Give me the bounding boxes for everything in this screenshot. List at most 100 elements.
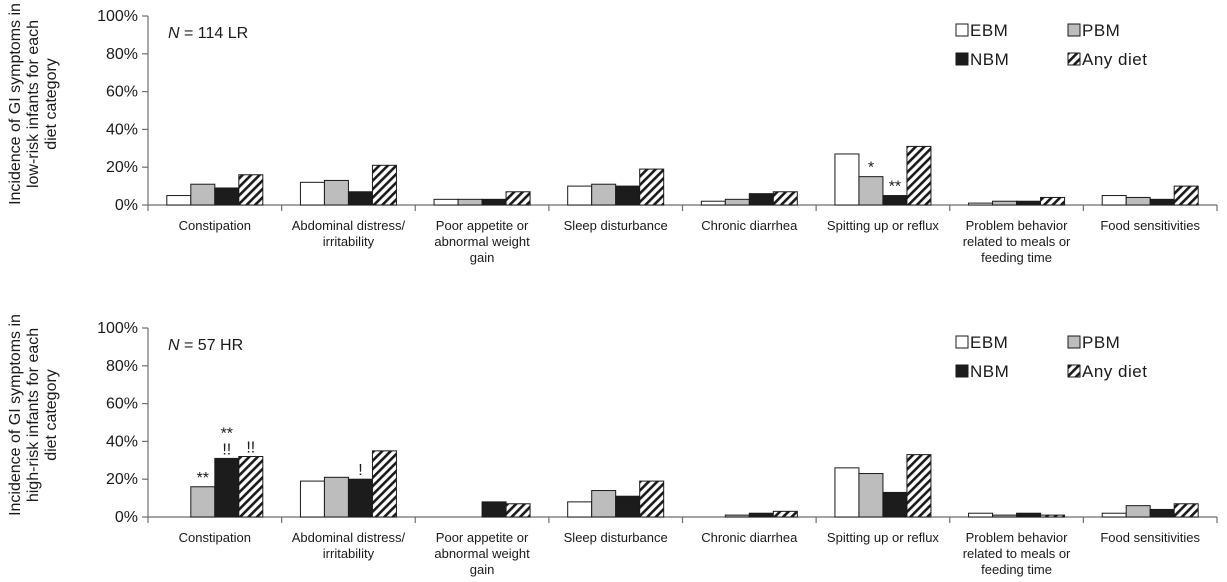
x-category-label-line: Problem behavior bbox=[966, 530, 1069, 545]
x-category-label-line: Sleep disturbance bbox=[564, 218, 668, 233]
bar-ebm bbox=[834, 153, 860, 206]
bar-ebm bbox=[968, 512, 994, 518]
x-category-label-line: Abdominal distress/ bbox=[292, 218, 406, 233]
legend-label: PBM bbox=[1082, 333, 1120, 352]
x-category-label-line: Constipation bbox=[179, 530, 251, 545]
y-tick-label: 20% bbox=[106, 471, 138, 488]
x-category-label: Sleep disturbance bbox=[564, 218, 668, 233]
x-category-label-line: related to meals or bbox=[963, 234, 1071, 249]
x-category-label-line: irritability bbox=[323, 546, 375, 561]
bar-ebm bbox=[166, 195, 192, 206]
sample-size-text: = 57 HR bbox=[184, 337, 243, 354]
significance-mark: !! bbox=[246, 440, 255, 457]
bar-any-diet bbox=[238, 456, 264, 518]
y-tick-label: 100% bbox=[97, 8, 138, 25]
x-category-label: Constipation bbox=[179, 530, 251, 545]
bar-any-diet bbox=[1173, 185, 1199, 206]
y-tick-label: 80% bbox=[106, 46, 138, 63]
chart-panel-2: 0% 20% 40% 60% 80% 100% Incidence of GI sympto… bbox=[7, 314, 1218, 577]
bar-nbm bbox=[882, 491, 908, 518]
legend: EBM PBM NBM Any diet bbox=[955, 333, 1147, 381]
sample-size-symbol: N bbox=[168, 337, 184, 354]
bar-nbm bbox=[748, 512, 774, 518]
bar-nbm bbox=[347, 478, 373, 518]
bar-pbm bbox=[457, 198, 483, 206]
sample-size-annotation: N = 57 HR bbox=[168, 337, 243, 354]
y-tick-label: 0% bbox=[115, 197, 138, 214]
x-category-label: Poor appetite or abnormal weight gain bbox=[434, 530, 530, 577]
y-tick-label: 0% bbox=[115, 509, 138, 526]
significance-mark: * bbox=[868, 160, 874, 177]
bar-any-diet bbox=[1040, 196, 1066, 206]
bar-pbm bbox=[1125, 196, 1151, 206]
x-category-label-line: Spitting up or reflux bbox=[827, 218, 940, 233]
bar-any-diet bbox=[505, 191, 531, 206]
y-axis-title: Incidence of GI symptoms inhigh-risk inf… bbox=[7, 314, 60, 516]
bar-nbm bbox=[882, 195, 908, 206]
legend-label: NBM bbox=[970, 362, 1009, 381]
bar-pbm bbox=[190, 486, 216, 518]
y-axis-title-line: Incidence of GI symptoms in bbox=[7, 3, 24, 205]
x-category-label: Constipation bbox=[179, 218, 251, 233]
legend: EBM PBM NBM Any diet bbox=[955, 21, 1147, 69]
bar-any-diet bbox=[371, 450, 397, 518]
bar-nbm bbox=[347, 191, 373, 206]
bar-any-diet bbox=[772, 510, 798, 518]
bar-pbm bbox=[591, 490, 617, 518]
y-tick-label: 40% bbox=[106, 121, 138, 138]
legend-swatch-pbm bbox=[1067, 23, 1081, 37]
bar-nbm bbox=[1016, 512, 1042, 518]
x-category-label-line: Abdominal distress/ bbox=[292, 530, 406, 545]
bar-any-diet bbox=[906, 454, 932, 518]
x-category-label-line: related to meals or bbox=[963, 546, 1071, 561]
x-category-label-line: Spitting up or reflux bbox=[827, 530, 940, 545]
significance-mark: ! bbox=[358, 462, 362, 479]
bar-any-diet bbox=[371, 164, 397, 206]
bar-pbm bbox=[190, 183, 216, 206]
bar-any-diet bbox=[772, 191, 798, 206]
bar-nbm bbox=[214, 457, 240, 518]
bar-ebm bbox=[700, 200, 726, 206]
bar-pbm bbox=[724, 514, 750, 518]
x-category-label-line: Food sensitivities bbox=[1100, 218, 1200, 233]
bar-nbm bbox=[1149, 198, 1175, 206]
x-category-label-line: Sleep disturbance bbox=[564, 530, 668, 545]
x-category-label-line: gain bbox=[470, 250, 495, 265]
bar-pbm bbox=[992, 200, 1018, 206]
sample-size-annotation: N = 114 LR bbox=[168, 25, 248, 42]
x-category-label: Abdominal distress/irritability bbox=[292, 218, 406, 249]
bar-any-diet bbox=[1040, 514, 1066, 518]
x-category-label: Problem behavior related to meals or feedi… bbox=[963, 218, 1071, 265]
legend-label: EBM bbox=[970, 21, 1008, 40]
significance-mark: ** bbox=[889, 179, 901, 196]
legend-swatch-nbm bbox=[955, 52, 969, 66]
bar-pbm bbox=[724, 198, 750, 206]
legend-swatch-any-diet bbox=[1067, 364, 1081, 378]
y-tick-label: 60% bbox=[106, 84, 138, 101]
y-tick-label: 80% bbox=[106, 358, 138, 375]
x-category-label-line: feeding time bbox=[981, 250, 1052, 265]
bar-ebm bbox=[433, 198, 459, 206]
legend-swatch-nbm bbox=[955, 364, 969, 378]
legend-label: Any diet bbox=[1082, 362, 1147, 381]
y-axis-title-line: diet category bbox=[43, 58, 60, 150]
bar-any-diet bbox=[639, 480, 665, 518]
x-category-label-line: Poor appetite or bbox=[436, 530, 529, 545]
significance-mark: !! bbox=[222, 441, 231, 458]
x-category-label-line: feeding time bbox=[981, 562, 1052, 577]
x-category-label: Food sensitivities bbox=[1100, 530, 1200, 545]
bar-ebm bbox=[567, 185, 593, 206]
bar-pbm bbox=[323, 476, 349, 518]
x-category-label: Chronic diarrhea bbox=[701, 530, 798, 545]
x-category-label-line: gain bbox=[470, 562, 495, 577]
y-tick-label: 100% bbox=[97, 320, 138, 337]
bar-pbm bbox=[992, 514, 1018, 518]
bar-pbm bbox=[1125, 505, 1151, 518]
y-tick-label: 60% bbox=[106, 396, 138, 413]
x-category-label: Food sensitivities bbox=[1100, 218, 1200, 233]
x-category-label: Abdominal distress/irritability bbox=[292, 530, 406, 561]
bar-nbm bbox=[214, 187, 240, 206]
legend-swatch-ebm bbox=[955, 23, 969, 37]
significance-mark: ** bbox=[221, 425, 233, 442]
x-category-label-line: Problem behavior bbox=[966, 218, 1069, 233]
